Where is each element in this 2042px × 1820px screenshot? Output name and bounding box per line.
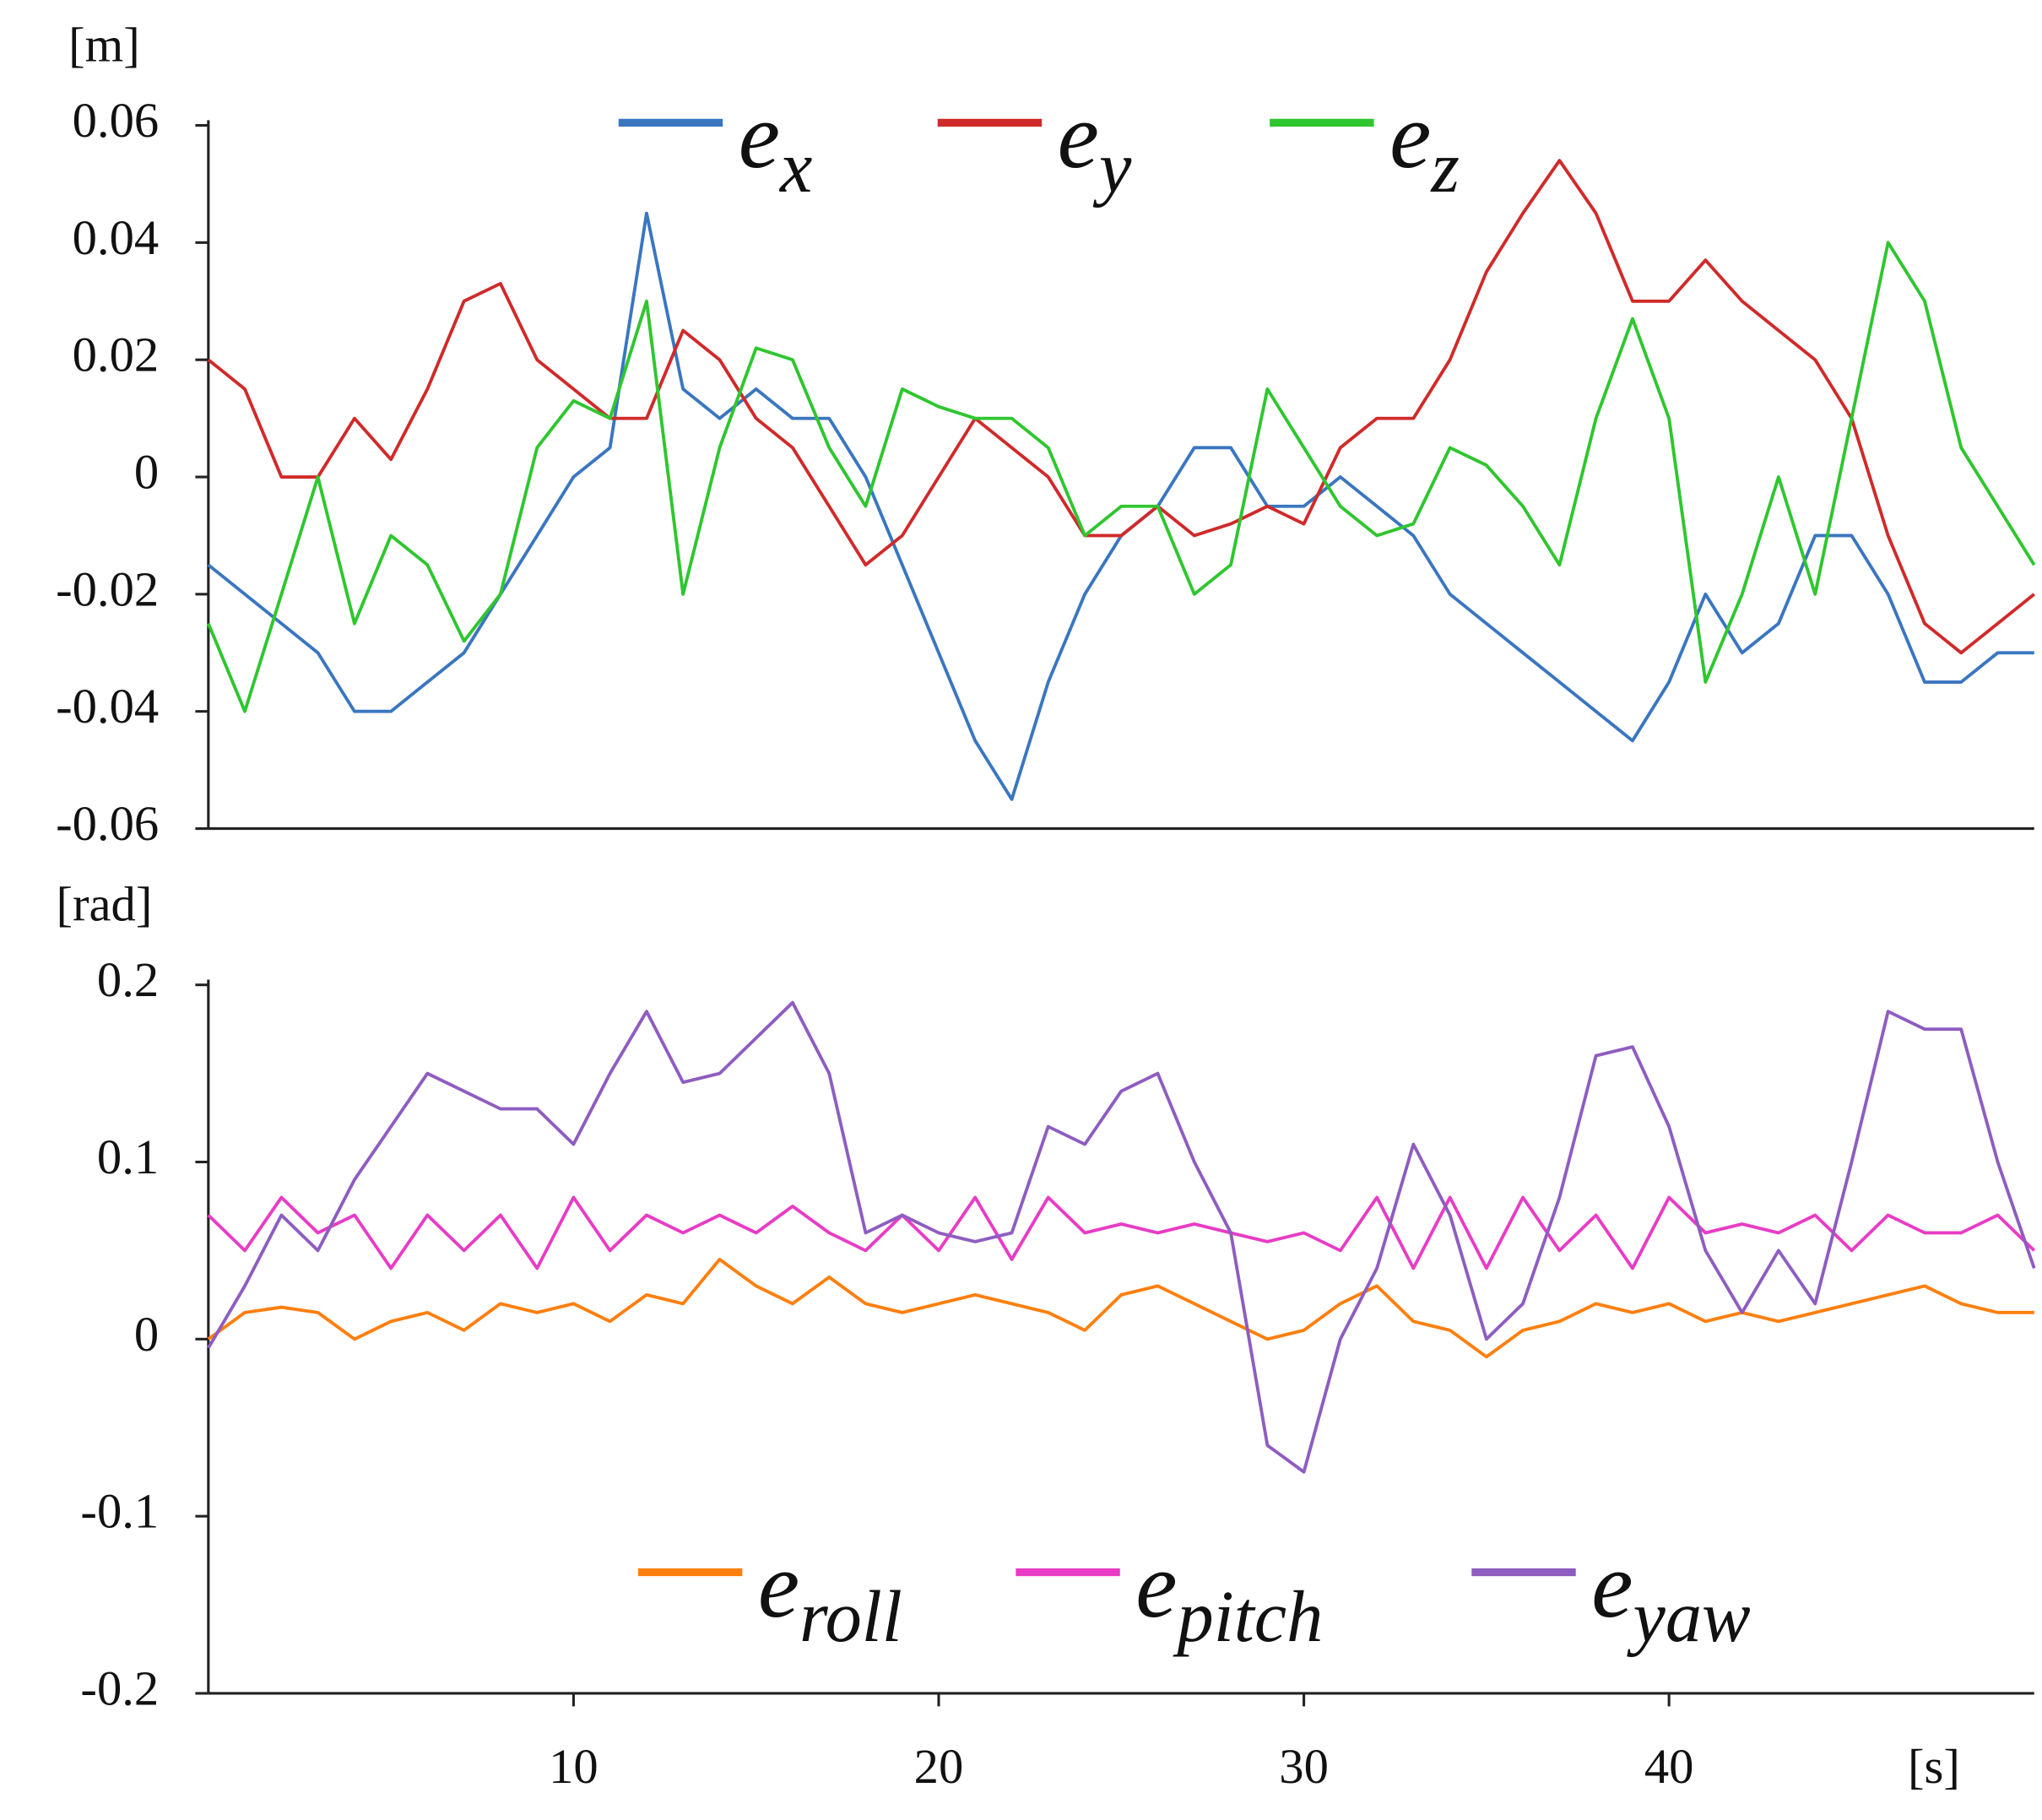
legend-label: eyaw <box>1591 1535 1750 1657</box>
y-axis-label: [rad] <box>56 877 152 932</box>
legend-label: ey <box>1058 85 1132 208</box>
y-tick-label: -0.2 <box>80 1660 159 1715</box>
x-tick-label: 30 <box>1279 1739 1329 1794</box>
line-series <box>207 1000 2036 1474</box>
y-tick-label: -0.1 <box>80 1484 159 1539</box>
y-tick-label: 0.04 <box>73 210 160 265</box>
y-tick-label: 0.1 <box>97 1129 159 1184</box>
legend-label: epitch <box>1135 1535 1323 1657</box>
y-tick-label: 0 <box>134 1307 159 1362</box>
legend-label: ex <box>739 85 813 208</box>
y-tick-label: 0.02 <box>73 328 160 382</box>
y-tick-label: 0 <box>134 444 159 499</box>
y-tick-label: 0.06 <box>73 93 160 148</box>
legend-label: eroll <box>758 1535 902 1657</box>
line-series <box>207 241 2036 713</box>
y-tick-label: -0.02 <box>56 561 159 616</box>
legend-label: ez <box>1389 85 1460 208</box>
x-tick-label: 20 <box>914 1739 964 1794</box>
y-tick-label: -0.06 <box>56 796 159 851</box>
line-series <box>207 1257 2034 1359</box>
y-tick-label: 0.2 <box>97 952 159 1007</box>
y-tick-label: -0.04 <box>56 679 159 734</box>
line-series <box>207 159 2035 655</box>
x-tick-label: 40 <box>1644 1739 1694 1794</box>
y-axis-label: [m] <box>68 17 140 72</box>
line-series <box>207 1195 2036 1270</box>
x-tick-label: 10 <box>549 1739 599 1794</box>
x-axis-label: [s] <box>1908 1739 1960 1794</box>
